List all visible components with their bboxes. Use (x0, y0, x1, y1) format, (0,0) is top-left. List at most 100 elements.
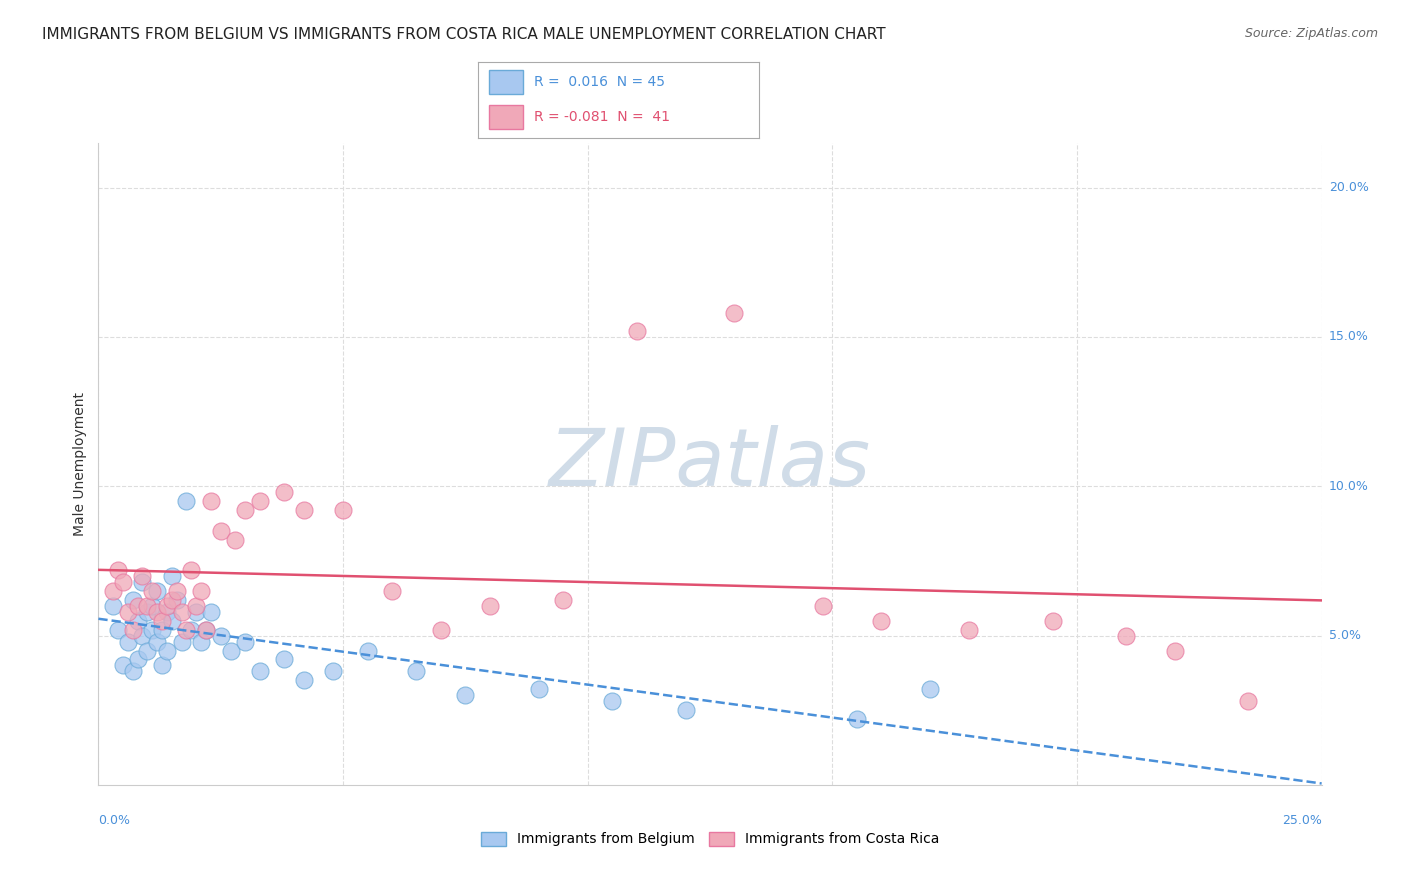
Point (131, 569, 153, 583)
Point (156, 605, 179, 619)
Point (1164, 643, 1187, 657)
Point (170, 605, 193, 619)
Bar (489, 105, 523, 129)
Text: 5.0%: 5.0% (1329, 629, 1361, 642)
Point (131, 629, 153, 643)
Point (117, 605, 139, 619)
Point (176, 623, 198, 637)
Point (527, 682, 550, 697)
Point (233, 503, 256, 517)
Point (233, 634, 256, 648)
Point (127, 652, 149, 666)
Point (160, 592, 183, 607)
Text: 15.0%: 15.0% (1329, 330, 1368, 343)
Point (957, 623, 980, 637)
Point (626, 324, 648, 338)
Point (811, 599, 834, 613)
Point (190, 583, 212, 598)
Point (600, 694, 623, 708)
Text: 25.0%: 25.0% (1282, 814, 1322, 827)
Point (454, 689, 477, 703)
Point (146, 583, 169, 598)
Point (141, 599, 163, 613)
Point (356, 643, 378, 657)
Point (249, 665, 271, 679)
Point (920, 682, 942, 697)
Point (845, 712, 868, 726)
Point (405, 665, 427, 679)
Point (186, 599, 208, 613)
Point (249, 494, 271, 508)
Text: 20.0%: 20.0% (1329, 181, 1368, 194)
Point (127, 614, 149, 628)
Point (101, 599, 124, 613)
Point (292, 503, 315, 517)
Point (381, 583, 404, 598)
Point (430, 623, 453, 637)
Point (170, 634, 193, 648)
Point (292, 673, 315, 688)
Point (136, 643, 159, 657)
Text: R =  0.016  N = 45: R = 0.016 N = 45 (534, 75, 665, 89)
Point (186, 605, 208, 619)
Text: IMMIGRANTS FROM BELGIUM VS IMMIGRANTS FROM COSTA RICA MALE UNEMPLOYMENT CORRELAT: IMMIGRANTS FROM BELGIUM VS IMMIGRANTS FR… (42, 27, 886, 42)
Y-axis label: Male Unemployment: Male Unemployment (73, 392, 87, 536)
Point (1115, 629, 1137, 643)
Point (219, 643, 242, 657)
Point (121, 623, 143, 637)
Point (209, 629, 232, 643)
Point (121, 665, 143, 679)
Point (146, 634, 169, 648)
Point (1237, 694, 1260, 708)
Text: R = -0.081  N =  41: R = -0.081 N = 41 (534, 110, 671, 124)
Point (180, 623, 202, 637)
Point (176, 494, 198, 508)
Point (150, 623, 173, 637)
Point (209, 524, 232, 538)
Point (150, 658, 173, 673)
Point (1042, 614, 1064, 628)
Point (160, 614, 183, 628)
Point (322, 665, 344, 679)
Point (107, 623, 129, 637)
Point (200, 494, 222, 508)
Text: ZIPatlas: ZIPatlas (548, 425, 872, 503)
Text: 0.0%: 0.0% (98, 814, 131, 827)
Legend: Immigrants from Belgium, Immigrants from Costa Rica: Immigrants from Belgium, Immigrants from… (475, 826, 945, 852)
Point (200, 605, 222, 619)
Point (107, 563, 129, 577)
Point (141, 623, 163, 637)
Point (870, 614, 893, 628)
Point (332, 503, 354, 517)
Point (273, 652, 295, 666)
Bar (489, 70, 523, 95)
Point (150, 614, 173, 628)
Point (224, 533, 246, 547)
Text: 10.0%: 10.0% (1329, 480, 1368, 492)
Point (121, 592, 143, 607)
Point (101, 583, 124, 598)
Point (273, 485, 295, 500)
Point (156, 599, 179, 613)
Point (190, 634, 212, 648)
Point (723, 306, 745, 320)
Point (156, 643, 179, 657)
Point (166, 592, 188, 607)
Point (117, 634, 139, 648)
Point (136, 605, 159, 619)
Text: Source: ZipAtlas.com: Source: ZipAtlas.com (1244, 27, 1378, 40)
Point (146, 605, 169, 619)
Point (160, 569, 183, 583)
Point (111, 658, 134, 673)
Point (478, 599, 501, 613)
Point (136, 599, 159, 613)
Point (131, 574, 153, 589)
Point (141, 583, 163, 598)
Point (180, 563, 202, 577)
Point (553, 592, 575, 607)
Point (195, 623, 218, 637)
Point (127, 599, 149, 613)
Point (195, 623, 218, 637)
Point (675, 703, 697, 717)
Point (166, 583, 188, 598)
